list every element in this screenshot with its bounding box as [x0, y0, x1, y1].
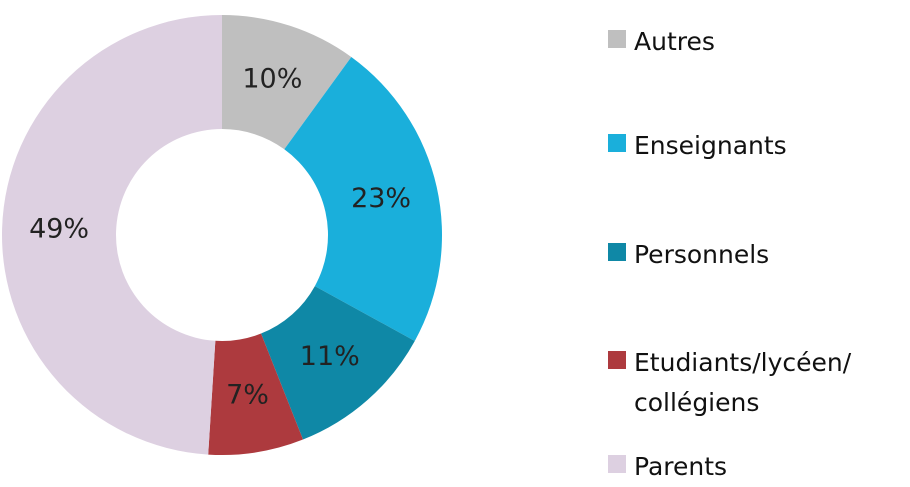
legend-item: Parents: [608, 447, 910, 487]
donut-segment: [261, 286, 415, 440]
donut-segment: [208, 333, 303, 456]
legend-item: Personnels: [608, 235, 910, 275]
legend-swatch: [608, 134, 626, 152]
donut-segment: [284, 57, 443, 341]
legend-item: Autres: [608, 22, 910, 62]
legend-item: Etudiants/lycéen/ collégiens: [608, 343, 910, 423]
legend-swatch: [608, 243, 626, 261]
data-label: 11%: [300, 341, 360, 372]
legend-label: Personnels: [634, 240, 770, 269]
legend-label: Autres: [634, 27, 715, 56]
legend-swatch: [608, 455, 626, 473]
donut: 10% 23% 11% 7% 49%: [1, 15, 443, 456]
legend-swatch: [608, 30, 626, 48]
data-label: 23%: [351, 183, 411, 214]
legend-label: Enseignants: [634, 131, 787, 160]
legend-item: Enseignants: [608, 126, 910, 166]
data-label: 49%: [29, 213, 89, 244]
legend-label: Parents: [634, 452, 728, 481]
donut-segment: [1, 15, 223, 455]
donut-segment: [222, 15, 352, 150]
data-label: 7%: [226, 379, 269, 410]
data-label: 10%: [242, 63, 302, 94]
legend-swatch: [608, 351, 626, 369]
legend-label: Etudiants/lycéen/ collégiens: [634, 348, 852, 417]
